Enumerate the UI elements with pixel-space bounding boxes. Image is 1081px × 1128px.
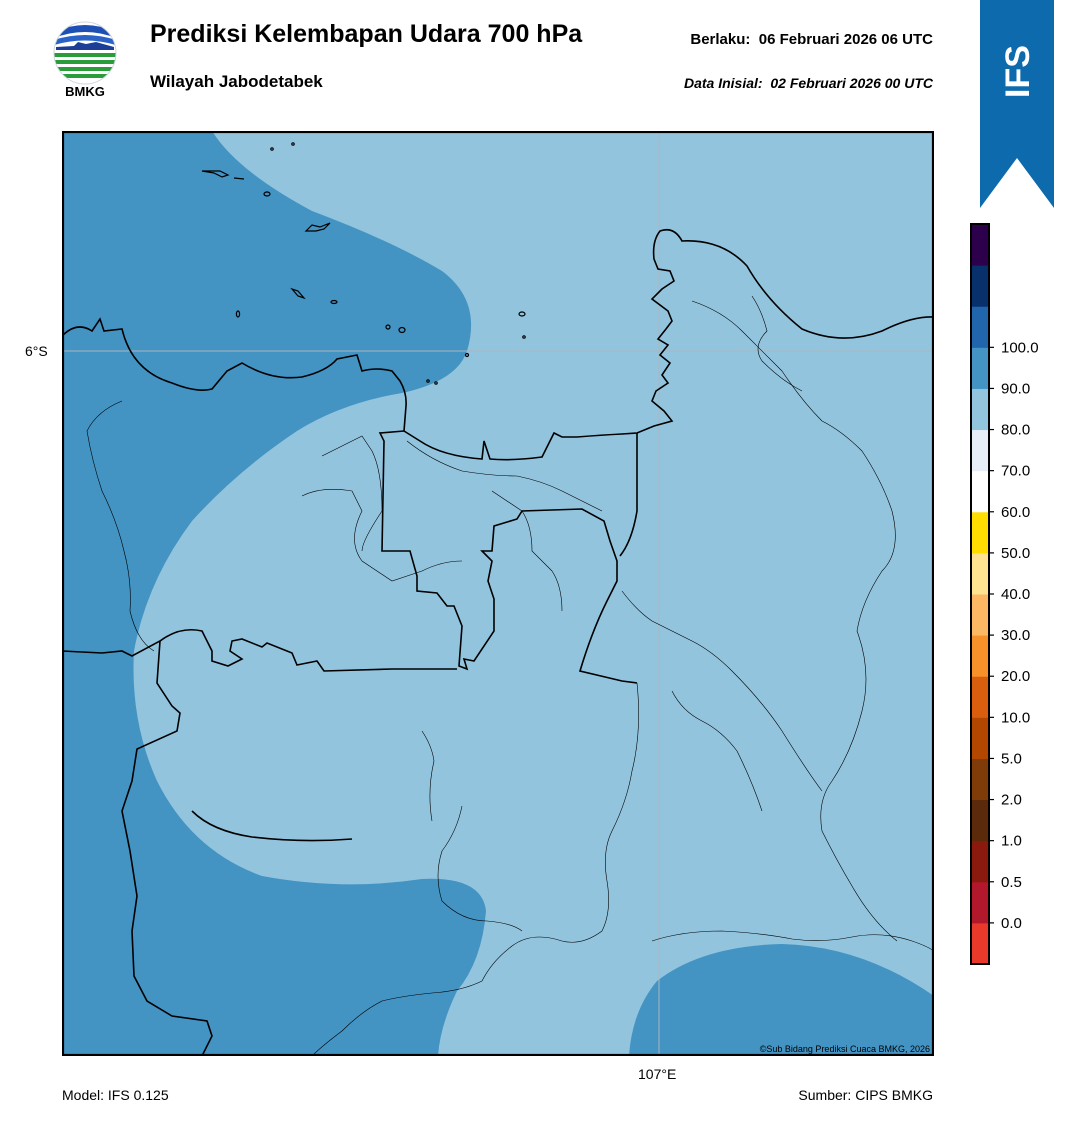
colorbar-bin [971,224,989,266]
colorbar-tick-label: 40.0 [1001,586,1030,603]
colorbar-bin [971,470,989,513]
init-time: Data Inisial: 02 Februari 2026 00 UTC [684,75,933,91]
colorbar-tick-label: 20.0 [1001,668,1030,685]
init-label: Data Inisial: [683,75,763,91]
regency-borders [86,295,934,1056]
valid-time: Berlaku: 06 Februari 2026 06 UTC [690,31,933,48]
colorbar-bin [971,840,989,883]
region-label: Wilayah Jabodetabek [150,72,323,91]
valid-value: 06 Februari 2026 06 UTC [758,31,933,48]
colorbar-bin [971,388,989,431]
longitude-label: 107°E [638,1066,677,1082]
ifs-ribbon [980,0,1054,208]
colorbar-tick-label: 50.0 [1001,545,1030,562]
colorbar-bin [971,758,989,801]
colorbar-tick-label: 100.0 [1001,339,1039,356]
colorbar-bin [971,676,989,718]
colorbar-bin [971,635,989,677]
colorbar-tick-label: 90.0 [1001,380,1030,397]
colorbar-bin [971,429,989,472]
colorbar-bin [971,265,989,307]
colorbar-bin [971,881,989,924]
source-label: Sumber: CIPS BMKG [798,1087,933,1103]
colorbar-tick-label: 0.5 [1001,874,1022,891]
field-70-80-west [62,131,486,1056]
ifs-badge: IFS [999,45,1037,98]
colorbar-tick-label: 2.0 [1001,792,1022,809]
colorbar-bin [971,306,989,348]
valid-label: Berlaku: [690,31,751,48]
humidity-map: ©Sub Bidang Prediksi Cuaca BMKG, 2026 [62,131,934,1056]
colorbar-bin [971,552,989,595]
map-copyright: ©Sub Bidang Prediksi Cuaca BMKG, 2026 [760,1044,930,1054]
colorbar-bin [971,511,989,554]
ifs-badge-text: IFS [999,45,1037,98]
colorbar-tick-label: 5.0 [1001,750,1022,767]
colorbar-bin [971,347,989,389]
colorbar-tick-label: 70.0 [1001,463,1030,480]
colorbar-tick-label: 60.0 [1001,504,1030,521]
colorbar-bin [971,922,989,965]
model-label: Model: IFS 0.125 [62,1087,169,1103]
logo-text: BMKG [65,84,105,99]
islands [201,142,526,385]
coastline [62,228,934,1056]
map-frame [62,131,934,1056]
colorbar-tick-label: 1.0 [1001,833,1022,850]
bmkg-logo [53,21,117,85]
colorbar-tick-label: 0.0 [1001,915,1022,932]
colorbar-bin [971,799,989,842]
colorbar-tick-label: 10.0 [1001,709,1030,726]
colorbar-bin [971,717,989,759]
latitude-label: 6°S [25,343,48,359]
map-title: Prediksi Kelembapan Udara 700 hPa [150,20,583,48]
init-value: 02 Februari 2026 00 UTC [770,75,933,91]
colorbar-tick-label: 80.0 [1001,422,1030,439]
field-70-80-southeast [629,944,934,1056]
colorbar-tick-label: 30.0 [1001,627,1030,644]
colorbar-bin [971,594,989,636]
colorbar: 0.0 0.5 1.0 2.0 5.0 10.0 20.0 30.0 40.0 50.0 60.0 7… [970,223,1039,965]
